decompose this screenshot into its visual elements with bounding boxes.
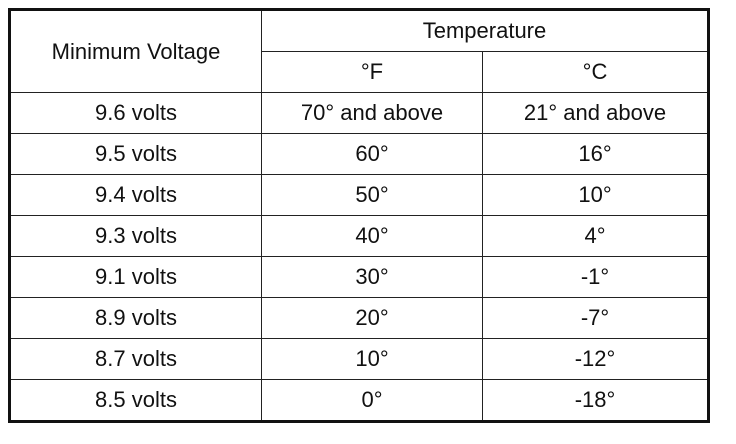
cell: -7° [482, 297, 709, 339]
data-row: 9.5 volts 60° 16° [9, 133, 709, 175]
cell: 9.4 volts [9, 174, 262, 216]
cell: -12° [482, 338, 709, 380]
cell: 21° and above [482, 92, 709, 134]
data-row: 8.7 volts 10° -12° [9, 338, 709, 380]
cell: 10° [261, 338, 483, 380]
cell: 9.5 volts [9, 133, 262, 175]
data-row: 9.6 volts 70° and above 21° and above [9, 92, 709, 134]
cell: 70° and above [261, 92, 483, 134]
cell: 8.7 volts [9, 338, 262, 380]
cell: 4° [482, 215, 709, 257]
cell: 0° [261, 379, 483, 422]
data-row: 8.9 volts 20° -7° [9, 297, 709, 339]
cell: 30° [261, 256, 483, 298]
temperature-header: Temperature [261, 9, 709, 52]
unit-header: °C [482, 51, 709, 93]
cell: 9.6 volts [9, 92, 262, 134]
data-row: 9.1 volts 30° -1° [9, 256, 709, 298]
data-row: 9.3 volts 40° 4° [9, 215, 709, 257]
data-row: 9.4 volts 50° 10° [9, 174, 709, 216]
header-row: Minimum Voltage Temperature [9, 9, 709, 93]
data-row: 8.5 volts 0° -18° [9, 379, 709, 422]
cell: 40° [261, 215, 483, 257]
cell: 9.1 volts [9, 256, 262, 298]
cell: 10° [482, 174, 709, 216]
voltage-table: Minimum Voltage Temperature °F °C 9.6 vo… [8, 8, 710, 423]
cell: -18° [482, 379, 709, 422]
unit-row: °F °C [10, 51, 709, 93]
cell: -1° [482, 256, 709, 298]
cell: 16° [482, 133, 709, 175]
cell: 8.5 volts [9, 379, 262, 422]
cell: 8.9 volts [9, 297, 262, 339]
cell: 50° [261, 174, 483, 216]
cell: 60° [261, 133, 483, 175]
cell: 20° [261, 297, 483, 339]
unit-header: °F [261, 51, 483, 93]
voltage-header: Minimum Voltage [9, 9, 262, 93]
cell: 9.3 volts [9, 215, 262, 257]
